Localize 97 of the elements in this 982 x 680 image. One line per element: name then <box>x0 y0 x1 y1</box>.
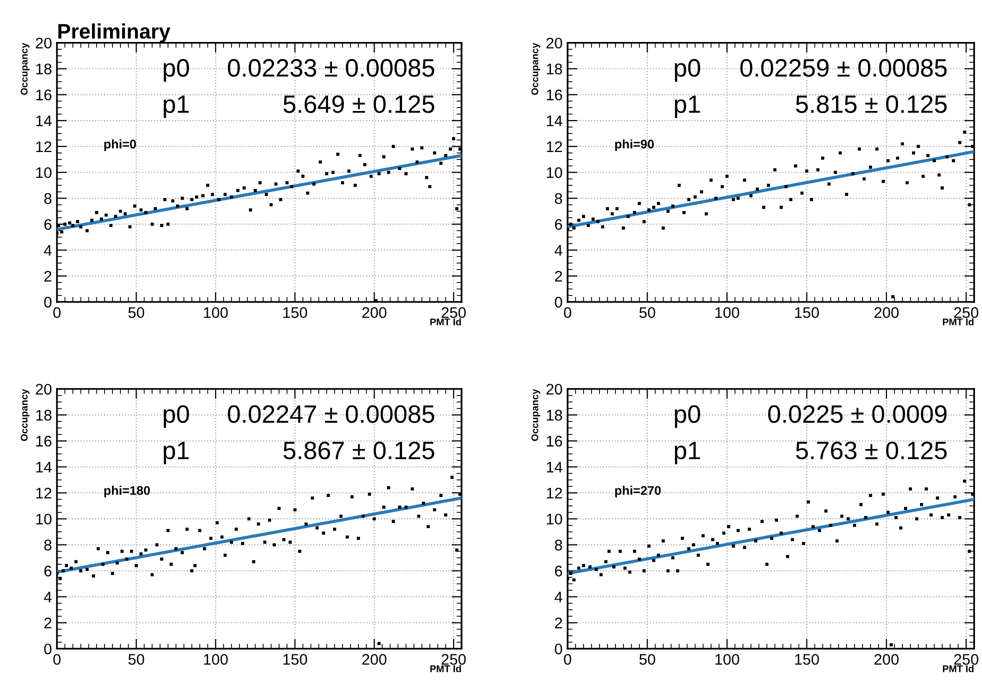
annotation: phi=0 <box>104 139 136 152</box>
x-axis-title: PMT Id <box>430 318 461 326</box>
y-tick-label: 10 <box>36 167 52 178</box>
y-tick-label: 2 <box>44 270 52 282</box>
annotation: p0 <box>164 405 189 428</box>
x-axis-title: PMT Id <box>942 665 974 672</box>
x-tick-label: 50 <box>639 307 656 318</box>
y-tick-label: 12 <box>36 141 52 152</box>
x-tick-label: 0 <box>564 307 572 318</box>
x-tick-label: 250 <box>954 654 978 665</box>
x-tick-label: 50 <box>639 654 656 665</box>
y-tick-label: 12 <box>546 488 562 498</box>
x-tick-label: 150 <box>283 307 308 318</box>
y-tick-label: 0 <box>554 296 562 308</box>
annotation: 5.867 ± 0.125 <box>284 442 434 460</box>
x-tick-label: 200 <box>874 307 899 318</box>
x-tick-label: 250 <box>954 307 978 318</box>
annotation: p0 <box>674 59 700 82</box>
y-axis-title: Occupancy <box>531 42 540 95</box>
annotation: phi=180 <box>104 486 150 498</box>
x-tick-label: 200 <box>362 307 386 318</box>
y-tick-label: 16 <box>36 90 52 100</box>
y-tick-label: 12 <box>36 488 52 498</box>
y-tick-label: 2 <box>555 618 562 628</box>
y-tick-label: 8 <box>554 540 562 550</box>
annotation: p0 <box>674 405 700 428</box>
y-tick-label: 10 <box>546 167 562 178</box>
y-tick-label: 18 <box>546 410 562 421</box>
y-tick-label: 16 <box>546 90 562 100</box>
x-tick-label: 0 <box>564 654 572 665</box>
y-tick-label: 4 <box>554 245 562 256</box>
x-tick-label: 150 <box>795 307 819 318</box>
x-tick-label: 0 <box>53 654 61 665</box>
y-tick-label: 2 <box>44 618 52 628</box>
y-tick-label: 14 <box>36 462 52 472</box>
y-tick-label: 16 <box>36 436 52 447</box>
x-tick-label: 0 <box>53 307 61 318</box>
annotation: 5.763 ± 0.125 <box>796 442 947 460</box>
x-tick-label: 150 <box>795 654 819 665</box>
y-tick-label: 20 <box>546 384 562 395</box>
annotation: p1 <box>674 442 700 464</box>
y-tick-label: 6 <box>44 219 52 230</box>
y-tick-label: 12 <box>546 141 562 152</box>
x-tick-label: 100 <box>715 654 740 665</box>
annotation: p0 <box>164 59 189 82</box>
y-tick-label: 0 <box>554 644 562 654</box>
y-tick-label: 16 <box>546 436 562 447</box>
y-tick-label: 20 <box>36 38 52 49</box>
annotation: 5.815 ± 0.125 <box>796 95 947 114</box>
x-tick-label: 100 <box>715 307 740 318</box>
annotation: 5.649 ± 0.125 <box>284 95 434 114</box>
y-tick-label: 10 <box>36 514 52 525</box>
y-tick-label: 4 <box>44 245 52 256</box>
annotation: p1 <box>164 96 189 118</box>
x-tick-label: 50 <box>128 654 144 665</box>
y-tick-label: 18 <box>36 64 52 74</box>
y-tick-label: 8 <box>44 540 52 550</box>
annotation: 0.02247 ± 0.00085 <box>228 405 434 423</box>
x-tick-label: 150 <box>283 654 308 665</box>
x-tick-label: 100 <box>204 654 228 665</box>
annotation: 0.02233 ± 0.00085 <box>228 59 434 77</box>
x-tick-label: 200 <box>362 654 386 665</box>
y-tick-label: 4 <box>554 592 562 602</box>
annotation: phi=90 <box>615 139 654 152</box>
x-tick-label: 100 <box>204 307 228 318</box>
annotation: phi=270 <box>615 486 661 498</box>
y-tick-label: 6 <box>555 219 562 230</box>
y-axis-title: Occupancy <box>20 389 30 441</box>
y-tick-label: 6 <box>44 566 52 576</box>
y-tick-label: 0 <box>44 296 52 308</box>
x-axis-title: PMT Id <box>430 665 461 672</box>
y-tick-label: 6 <box>555 566 562 576</box>
x-tick-label: 50 <box>128 307 144 318</box>
y-tick-label: 20 <box>36 384 52 395</box>
x-tick-label: 200 <box>874 654 899 665</box>
y-tick-label: 18 <box>36 410 52 421</box>
y-tick-label: 8 <box>44 193 52 204</box>
annotation: p1 <box>164 442 189 464</box>
x-tick-label: 250 <box>442 307 466 318</box>
x-axis-title: PMT Id <box>942 318 974 326</box>
y-tick-label: 20 <box>546 38 562 49</box>
y-tick-label: 0 <box>44 644 52 654</box>
y-tick-label: 14 <box>546 116 562 126</box>
annotation: 0.0225 ± 0.0009 <box>768 405 947 423</box>
annotation: p1 <box>674 96 700 118</box>
annotation: 0.02259 ± 0.00085 <box>740 59 947 77</box>
x-tick-label: 250 <box>442 654 466 665</box>
y-tick-label: 14 <box>546 462 562 472</box>
y-tick-label: 2 <box>555 270 562 282</box>
y-tick-label: 8 <box>554 193 562 204</box>
chart-title: Preliminary <box>58 23 170 43</box>
y-tick-label: 14 <box>36 116 52 126</box>
y-tick-label: 18 <box>546 64 562 74</box>
y-tick-label: 10 <box>546 514 562 525</box>
y-tick-label: 4 <box>44 592 52 602</box>
y-axis-title: Occupancy <box>20 42 30 95</box>
y-axis-title: Occupancy <box>531 389 540 441</box>
